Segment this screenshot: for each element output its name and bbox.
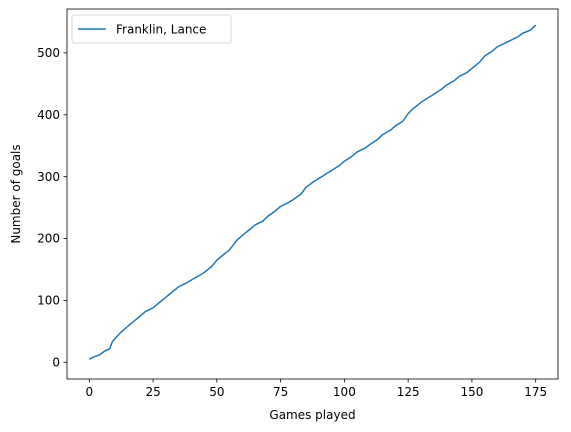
y-tick-label: 200 <box>37 232 60 246</box>
plot-frame <box>66 8 559 380</box>
series-layer <box>88 24 537 360</box>
x-tick-label: 100 <box>333 385 356 399</box>
legend-label: Franklin, Lance <box>116 23 206 37</box>
x-tick-label: 125 <box>397 385 420 399</box>
y-tick-label: 300 <box>37 170 60 184</box>
series-line <box>88 24 537 360</box>
x-tick-label: 0 <box>85 385 93 399</box>
y-tick-label: 400 <box>37 108 60 122</box>
x-axis-title: Games played <box>269 408 355 422</box>
legend-box <box>71 14 232 44</box>
y-axis-ticks: 0 100 200 300 400 500 <box>37 46 67 369</box>
y-tick-label: 100 <box>37 294 60 308</box>
y-tick-label: 0 <box>52 355 60 369</box>
y-tick-label: 500 <box>37 46 60 60</box>
x-tick-label: 175 <box>524 385 547 399</box>
y-axis-title: Number of goals <box>9 144 23 243</box>
x-tick-label: 50 <box>209 385 224 399</box>
x-tick-label: 25 <box>145 385 160 399</box>
x-tick-label: 75 <box>273 385 288 399</box>
plot-area <box>67 9 558 379</box>
x-tick-label: 150 <box>460 385 483 399</box>
legend: Franklin, Lance <box>71 14 232 44</box>
x-axis-ticks: 0 25 50 75 100 125 150 175 <box>85 379 547 399</box>
